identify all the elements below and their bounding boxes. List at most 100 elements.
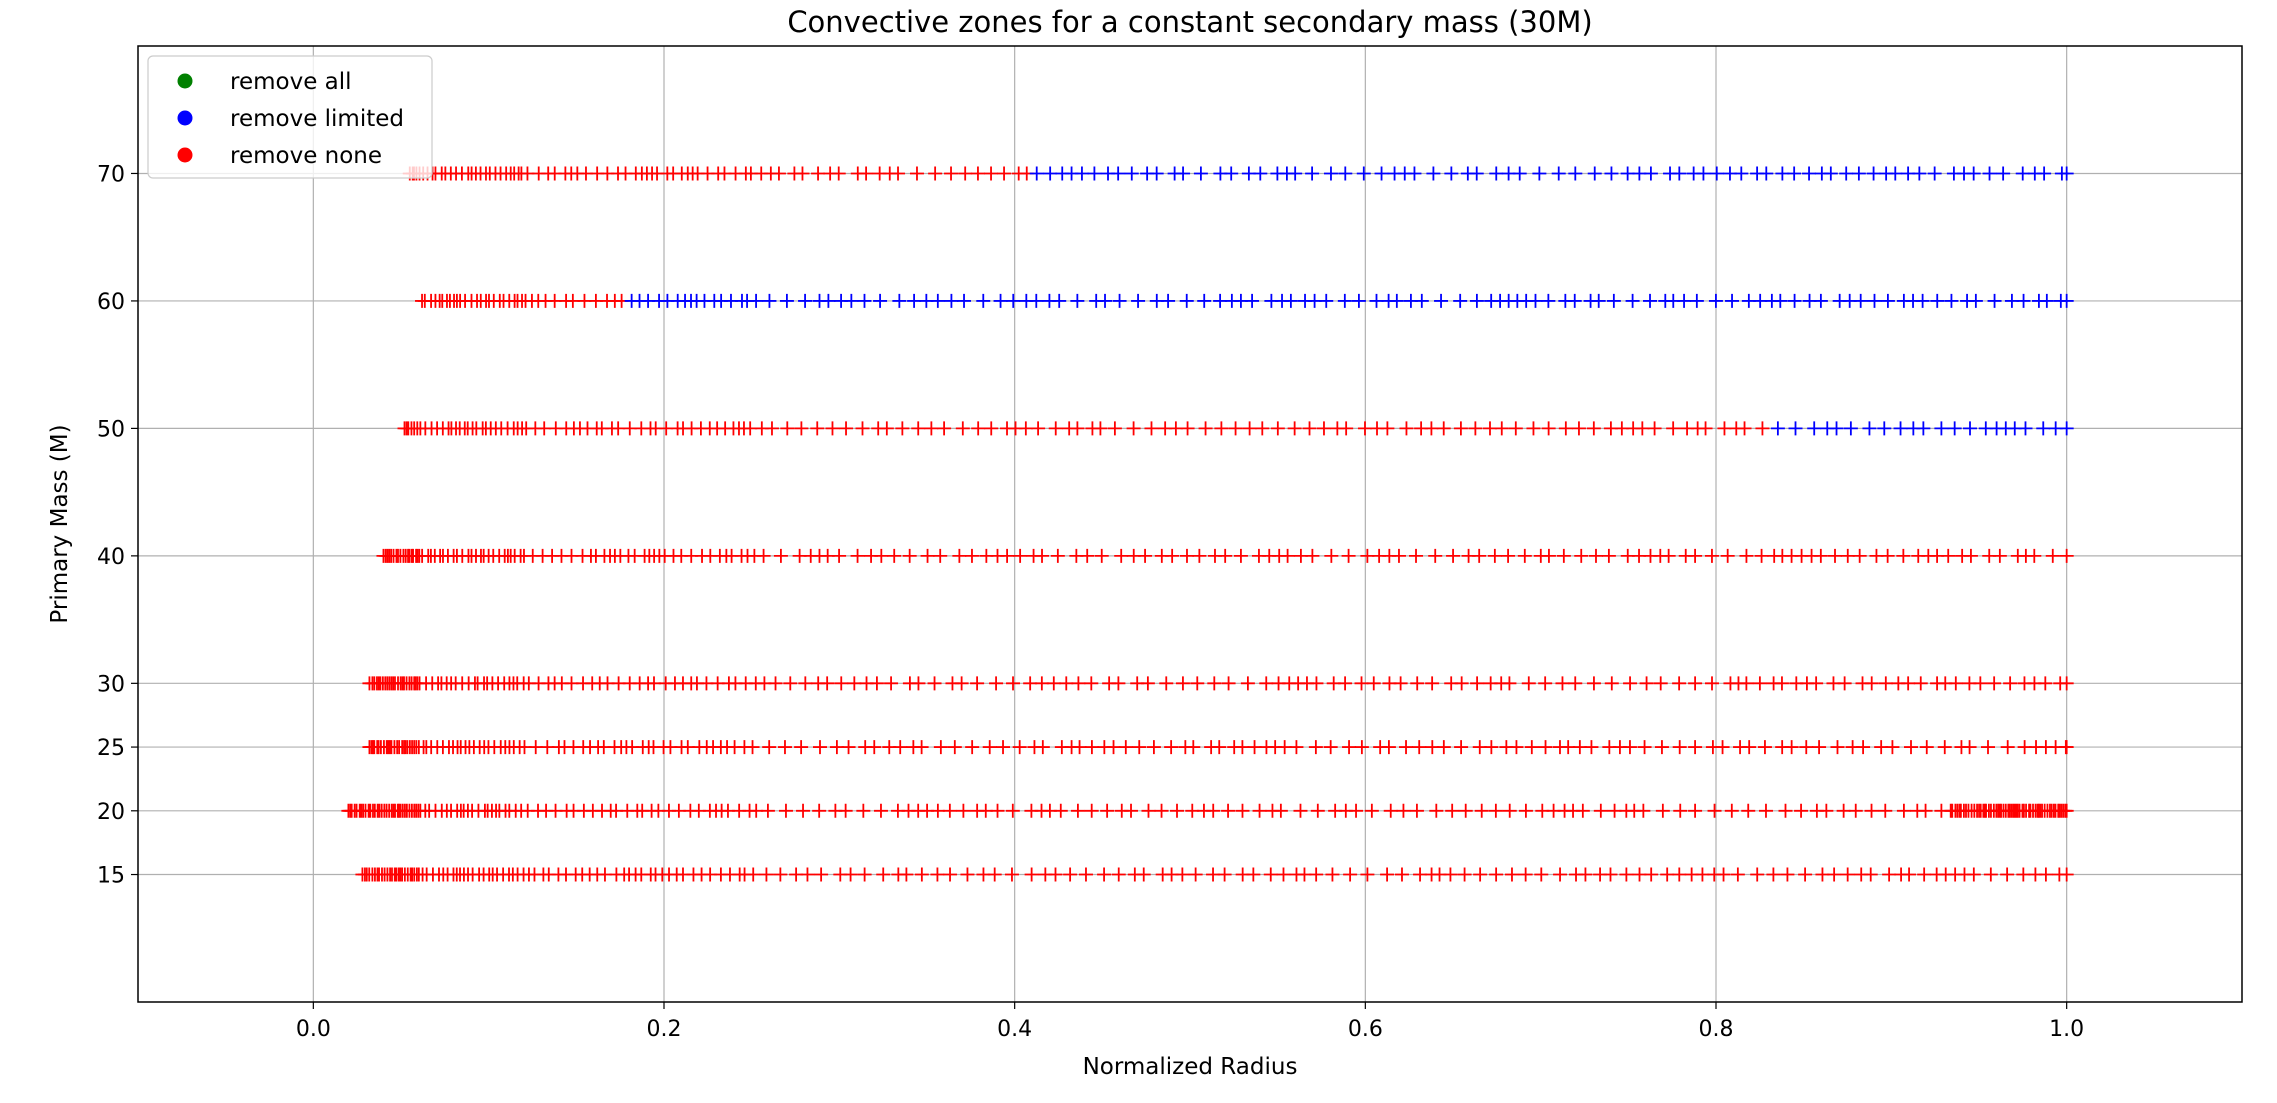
data-point — [1354, 740, 1369, 755]
data-point — [1255, 421, 1270, 436]
data-point — [1913, 676, 1928, 691]
data-point — [1218, 548, 1233, 563]
data-point — [1084, 803, 1099, 818]
data-point — [1568, 166, 1583, 181]
data-point — [1774, 676, 1789, 691]
data-point — [1224, 166, 1239, 181]
data-point — [1170, 803, 1185, 818]
data-point — [1144, 421, 1159, 436]
data-point — [1996, 166, 2011, 181]
data-point — [1574, 548, 1589, 563]
data-point — [1593, 803, 1608, 818]
data-point — [1212, 740, 1227, 755]
data-point — [1070, 293, 1085, 308]
data-point — [887, 548, 902, 563]
data-point — [831, 166, 846, 181]
data-point — [850, 548, 865, 563]
data-point — [1780, 867, 1795, 882]
data-point — [874, 548, 889, 563]
x-tick-label: 0.2 — [647, 1017, 682, 1042]
data-point — [1289, 740, 1304, 755]
data-point — [2018, 421, 2033, 436]
data-point — [1853, 293, 1868, 308]
data-point — [796, 803, 811, 818]
data-point — [798, 676, 813, 691]
data-point — [902, 548, 917, 563]
data-point — [1270, 421, 1285, 436]
data-point — [1052, 293, 1067, 308]
data-point — [989, 676, 1004, 691]
data-point — [1840, 867, 1855, 882]
data-point — [1502, 676, 1517, 691]
data-point — [1688, 548, 1703, 563]
data-point — [1787, 293, 1802, 308]
data-point — [1410, 676, 1425, 691]
data-point — [762, 740, 777, 755]
data-point — [1809, 676, 1824, 691]
data-point — [1006, 293, 1021, 308]
grid-layer — [138, 46, 2242, 1002]
data-point — [1380, 867, 1395, 882]
data-point — [1757, 740, 1772, 755]
data-point — [1374, 166, 1389, 181]
data-point — [1287, 421, 1302, 436]
data-point — [1136, 867, 1151, 882]
data-point — [1217, 867, 1232, 882]
data-point — [1709, 166, 1724, 181]
data-point — [1654, 740, 1669, 755]
data-point — [1409, 803, 1424, 818]
data-point — [2039, 293, 2054, 308]
data-point — [1704, 548, 1719, 563]
data-point — [984, 421, 999, 436]
data-point — [812, 803, 827, 818]
data-point — [1635, 421, 1650, 436]
data-point — [1708, 293, 1723, 308]
data-point — [1080, 548, 1095, 563]
data-point — [1741, 803, 1756, 818]
y-tick-label: 60 — [97, 290, 125, 315]
data-point — [1866, 166, 1881, 181]
data-point — [965, 740, 980, 755]
data-point — [1567, 293, 1582, 308]
data-point — [1138, 548, 1153, 563]
data-point — [1489, 867, 1504, 882]
data-point — [1625, 293, 1640, 308]
data-point — [760, 803, 775, 818]
data-point — [1366, 676, 1381, 691]
data-point — [2059, 867, 2074, 882]
data-point — [1221, 676, 1236, 691]
data-point — [1470, 676, 1485, 691]
data-point — [960, 867, 975, 882]
data-point — [1240, 676, 1255, 691]
data-point — [1339, 421, 1354, 436]
data-point — [1159, 676, 1174, 691]
data-point — [811, 166, 826, 181]
data-point — [779, 293, 794, 308]
data-point — [1705, 676, 1719, 691]
data-point — [1149, 166, 1164, 181]
data-point — [1180, 421, 1195, 436]
data-point — [1578, 867, 1593, 882]
data-point — [1396, 803, 1411, 818]
x-tick-label: 0.8 — [1699, 1017, 1734, 1042]
data-point — [873, 293, 888, 308]
data-point — [2059, 803, 2074, 818]
data-point — [1087, 166, 1102, 181]
data-point — [1696, 166, 1711, 181]
data-point — [971, 421, 986, 436]
data-point — [2036, 421, 2051, 436]
data-point — [1812, 740, 1827, 755]
data-point — [982, 740, 997, 755]
data-point — [1488, 803, 1503, 818]
data-point — [964, 548, 979, 563]
data-point — [1414, 293, 1429, 308]
data-point — [944, 293, 959, 308]
data-point — [1755, 421, 1770, 436]
data-point — [1882, 867, 1897, 882]
data-point — [1604, 166, 1619, 181]
data-point — [1428, 548, 1443, 563]
data-point — [1263, 867, 1278, 882]
data-point — [1349, 803, 1364, 818]
data-point — [812, 740, 827, 755]
data-point — [1063, 867, 1078, 882]
